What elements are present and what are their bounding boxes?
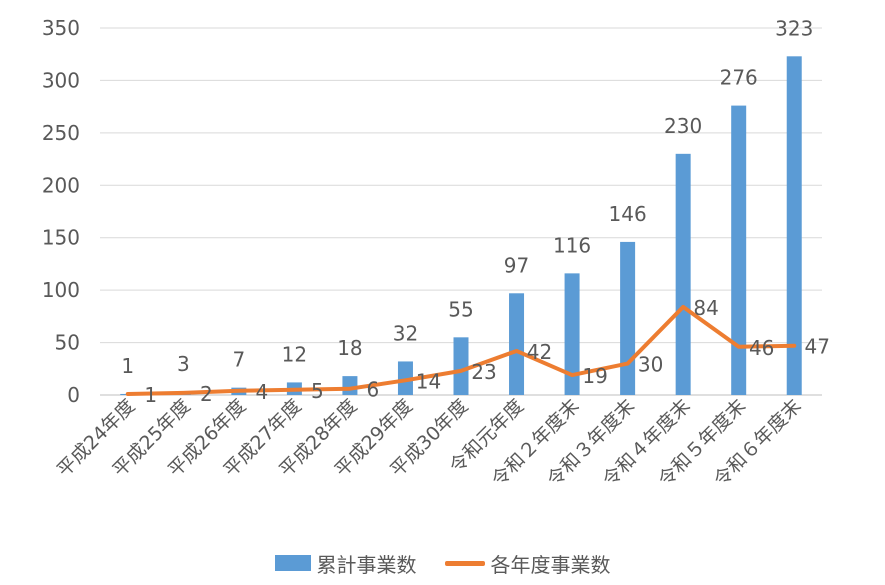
x-axis-ticks: 平成24年度平成25年度平成26年度平成27年度平成28年度平成29年度平成30… [53,395,806,491]
legend: 累計事業数 各年度事業数 [0,546,885,580]
line-data-label: 2 [200,382,213,406]
bar-data-label: 323 [775,16,813,40]
line-series [125,304,797,396]
legend-line-swatch [444,560,485,566]
bar-data-label: 146 [609,202,647,226]
bar-data-label: 3 [177,352,190,376]
line-data-label: 14 [416,369,441,393]
bar-data-label: 7 [232,348,245,372]
y-tick-label: 350 [42,16,80,40]
bar-data-labels: 1 3 7 12 18 32 55 97 116 146 230 276 323 [121,16,813,378]
line-data-label: 46 [749,336,774,360]
line-data-label: 5 [311,379,324,403]
gridlines [100,27,822,396]
y-tick-label: 200 [42,173,80,197]
bar [620,241,636,395]
line-series-path [125,304,797,396]
bar-data-label: 276 [720,66,758,90]
legend-label-annual: 各年度事業数 [490,552,611,577]
bar [397,361,413,395]
line-data-label: 42 [527,340,552,364]
bar [564,273,580,395]
legend-label-cumulative: 累計事業数 [316,552,417,577]
bar-data-label: 116 [553,233,591,257]
bar [453,337,469,395]
bar-data-label: 12 [282,342,307,366]
legend-item-annual: 各年度事業数 [444,549,611,578]
line-data-label: 30 [638,353,663,377]
bar [675,153,691,395]
bar-data-label: 97 [504,253,529,277]
legend-item-cumulative: 累計事業数 [274,549,417,578]
bar-series [120,56,802,395]
y-axis-ticks: 0 50 100 150 200 250 300 350 [42,16,80,407]
y-tick-label: 50 [55,331,80,355]
line-data-label: 1 [144,383,157,407]
legend-bar-swatch [274,555,311,571]
y-tick-label: 250 [42,121,80,145]
line-data-label: 6 [367,378,380,402]
bar-data-label: 230 [664,114,702,138]
bar [342,376,358,395]
bar [786,56,802,395]
bar-data-label: 18 [337,336,362,360]
y-tick-label: 150 [42,226,80,250]
line-data-label: 84 [693,296,718,320]
line-data-label: 47 [805,335,830,359]
y-tick-label: 0 [67,383,80,407]
line-data-label: 19 [582,364,607,388]
y-tick-label: 100 [42,278,80,302]
line-data-label: 23 [471,360,496,384]
line-data-label: 4 [255,380,268,404]
bar-data-label: 1 [121,354,134,378]
y-tick-label: 300 [42,68,80,92]
bar-data-label: 55 [448,297,473,321]
bar [509,293,525,395]
bar-data-label: 32 [393,321,418,345]
bar [731,105,747,395]
